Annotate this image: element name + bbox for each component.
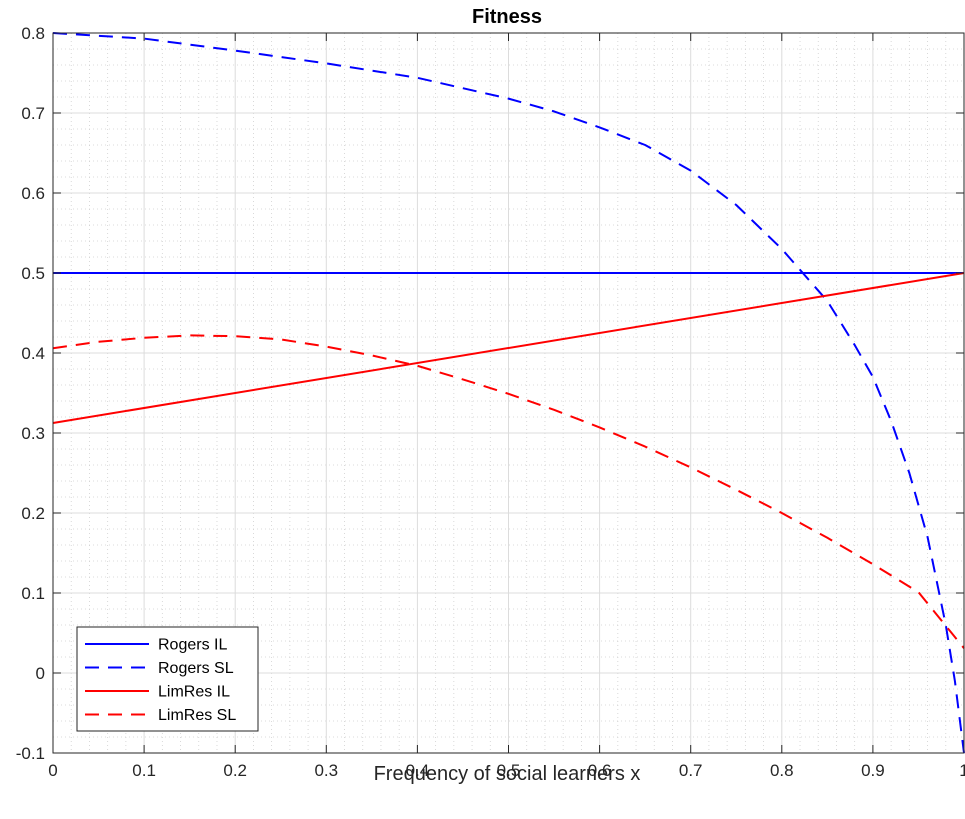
y-tick-label: 0: [36, 664, 45, 683]
x-tick-label: 0.5: [497, 761, 521, 780]
axes: [52, 32, 965, 754]
legend-label-2: LimRes IL: [158, 684, 230, 701]
x-tick-label: 1: [959, 761, 965, 780]
y-tick-label: 0.8: [21, 24, 45, 43]
x-tick-label: 0.7: [679, 761, 703, 780]
x-tick-label: 0.1: [132, 761, 156, 780]
x-tick-label: 0.9: [861, 761, 885, 780]
y-tick-label: 0.5: [21, 264, 45, 283]
x-tick-label: 0.2: [223, 761, 247, 780]
legend-label-3: LimRes SL: [158, 707, 236, 724]
x-tick-label: 0.8: [770, 761, 794, 780]
series-line-3: [52, 334, 965, 649]
legend-label-1: Rogers SL: [158, 660, 234, 677]
y-tick-label: 0.2: [21, 504, 45, 523]
y-tick-label: 0.4: [21, 344, 45, 363]
x-tick-labels: 0 0.1 0.2 0.3 0.4 0.5 0.6 0.7 0.8 0.9 1: [48, 761, 965, 780]
y-tick-labels: -0.1 0 0.1 0.2 0.3 0.4 0.5 0.6 0.7 0.8: [16, 24, 45, 763]
y-tick-label: 0.1: [21, 584, 45, 603]
y-tick-label: 0.3: [21, 424, 45, 443]
y-tick-label: 0.6: [21, 184, 45, 203]
x-tick-label: 0.6: [588, 761, 612, 780]
y-tick-label: -0.1: [16, 744, 45, 763]
chart-title: Fitness: [472, 6, 542, 28]
series-layer: [52, 32, 965, 754]
y-tick-label: 0.7: [21, 104, 45, 123]
x-tick-label: 0.3: [314, 761, 338, 780]
x-tick-label: 0.4: [406, 761, 430, 780]
legend-label-0: Rogers IL: [158, 637, 227, 654]
x-axis-label: Frequency of social learners x: [374, 763, 641, 785]
x-tick-label: 0: [48, 761, 57, 780]
series-line-2: [52, 272, 965, 424]
legend: Rogers IL Rogers SL LimRes IL LimRes SL: [76, 626, 259, 732]
series-line-1: [52, 32, 965, 754]
